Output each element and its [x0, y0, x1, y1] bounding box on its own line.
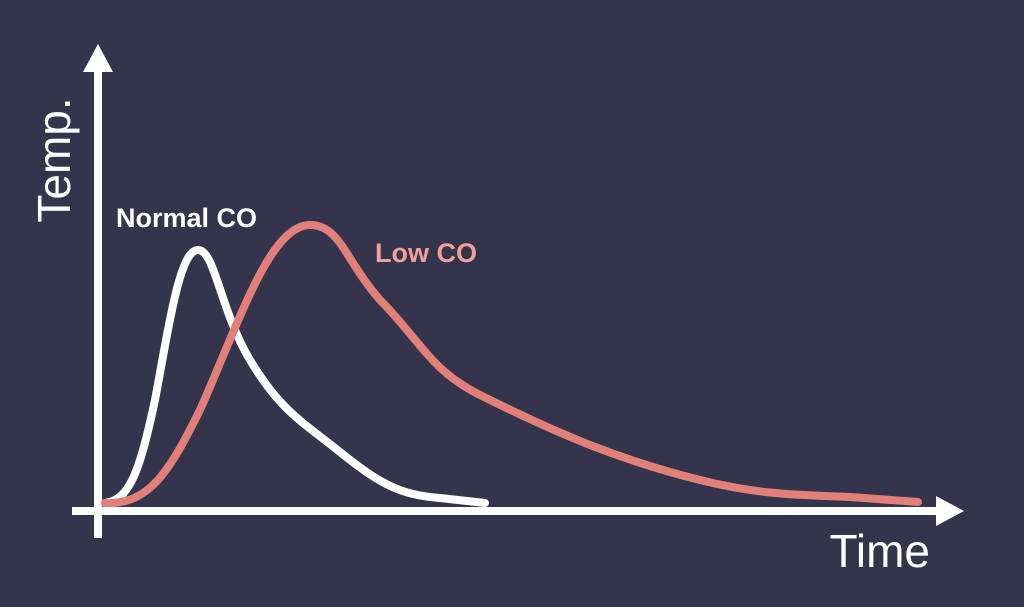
normal-co-curve: [101, 246, 489, 507]
x-axis-label: Time: [829, 525, 930, 577]
low-co-curve: [101, 221, 922, 508]
x-axis-arrow: [936, 496, 964, 526]
curve-label: Normal CO: [116, 203, 257, 233]
y-axis-label: Temp.: [28, 97, 80, 222]
y-axis-arrow: [83, 44, 113, 72]
curve-label: Low CO: [375, 238, 477, 268]
